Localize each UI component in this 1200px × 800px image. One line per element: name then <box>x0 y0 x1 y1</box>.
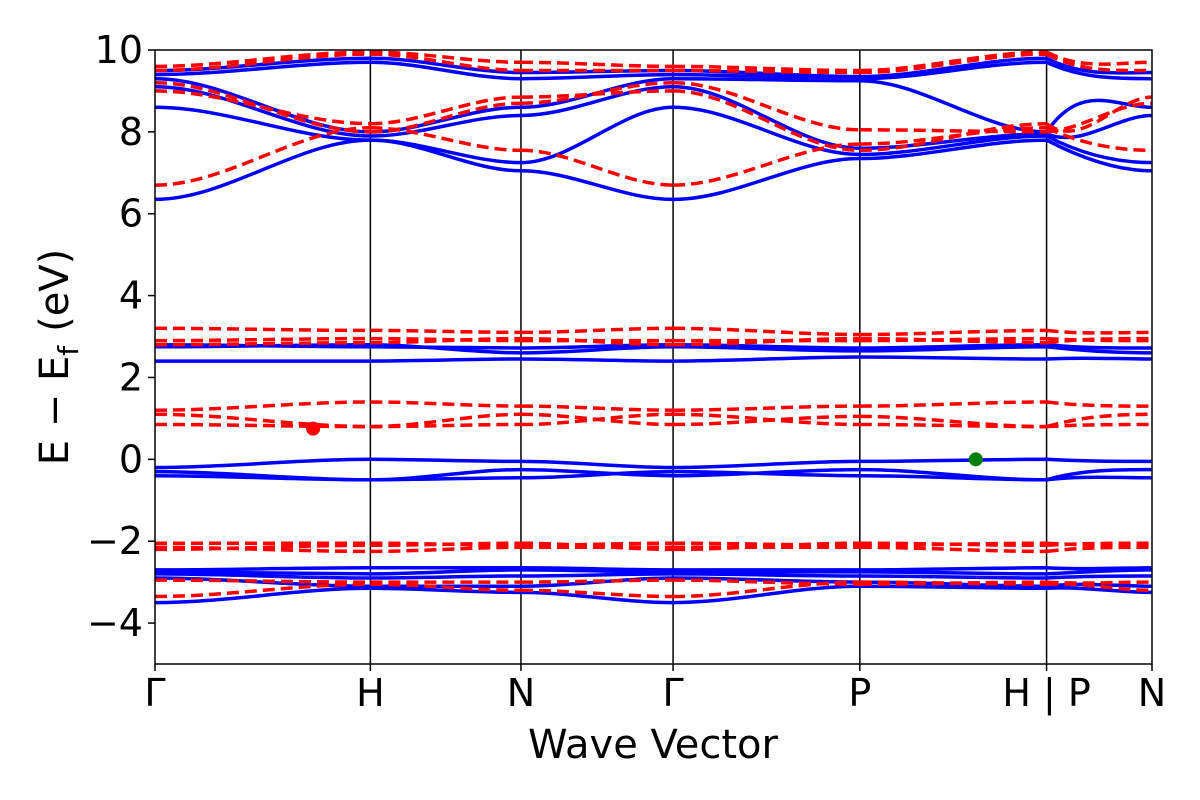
x-tick-label: Γ <box>662 671 683 715</box>
dashed-band-line <box>154 580 1153 599</box>
y-axis-label-subscript: f <box>52 345 85 356</box>
y-axis-label-ef: E <box>32 356 78 381</box>
x-tick-label: Γ <box>144 671 165 715</box>
y-axis-label-minus: − <box>32 394 78 428</box>
dashed-band-line <box>154 52 1153 75</box>
solid-band-line <box>155 355 1153 363</box>
solid-band-line <box>154 342 1153 350</box>
y-tick-label: −4 <box>87 601 143 645</box>
solid-band-line <box>154 568 1153 576</box>
dashed-band-line <box>154 80 1153 134</box>
vbm-marker <box>968 452 983 467</box>
dashed-band-line <box>154 541 1153 552</box>
solid-band-line <box>154 457 1153 470</box>
x-tick-label: H <box>356 671 385 715</box>
y-ticks: −4 −2 0 2 4 6 8 10 <box>87 28 155 645</box>
y-tick-label: 2 <box>119 355 143 399</box>
x-tick-label: N <box>507 671 535 715</box>
dashed-band-line <box>154 50 1153 73</box>
x-axis-label: Wave Vector <box>528 722 779 768</box>
y-axis-label: E − Ef (eV) <box>32 249 85 466</box>
dashed-band-line <box>154 326 1153 337</box>
dashed-band-line <box>154 336 1153 347</box>
solid-band-line <box>154 105 1153 165</box>
y-tick-label: 4 <box>119 274 143 318</box>
y-tick-label: 8 <box>119 110 143 154</box>
solid-band-line <box>154 138 1153 202</box>
y-tick-label: −2 <box>87 519 143 563</box>
dashed-band-line <box>154 412 1153 429</box>
solid-band-line <box>154 584 1153 605</box>
solid-band-line <box>154 85 1153 150</box>
plot-frame <box>154 49 1153 665</box>
solid-band-line <box>154 572 1153 580</box>
x-tick-label: N <box>1138 671 1166 715</box>
dashed-band-line <box>154 578 1153 586</box>
dashed-band-line <box>154 126 1153 187</box>
x-tick-label: H | P <box>1002 671 1090 716</box>
x-tick-label: P <box>848 671 871 715</box>
band-edge-markers <box>306 421 983 467</box>
y-tick-label: 0 <box>119 437 143 481</box>
bands <box>154 50 1153 605</box>
solid-band-line <box>154 469 1153 482</box>
y-axis-label-e: E <box>32 440 78 465</box>
solid-band-line <box>154 60 1153 81</box>
solid-band-line <box>154 566 1153 572</box>
y-tick-label: 6 <box>119 192 143 236</box>
cbm-marker <box>306 421 321 436</box>
dashed-band-line <box>154 400 1153 412</box>
y-axis-label-unit: (eV) <box>32 249 78 332</box>
x-ticks: Γ H N Γ P H | P N <box>144 664 1166 716</box>
y-tick-label: 10 <box>95 28 143 72</box>
